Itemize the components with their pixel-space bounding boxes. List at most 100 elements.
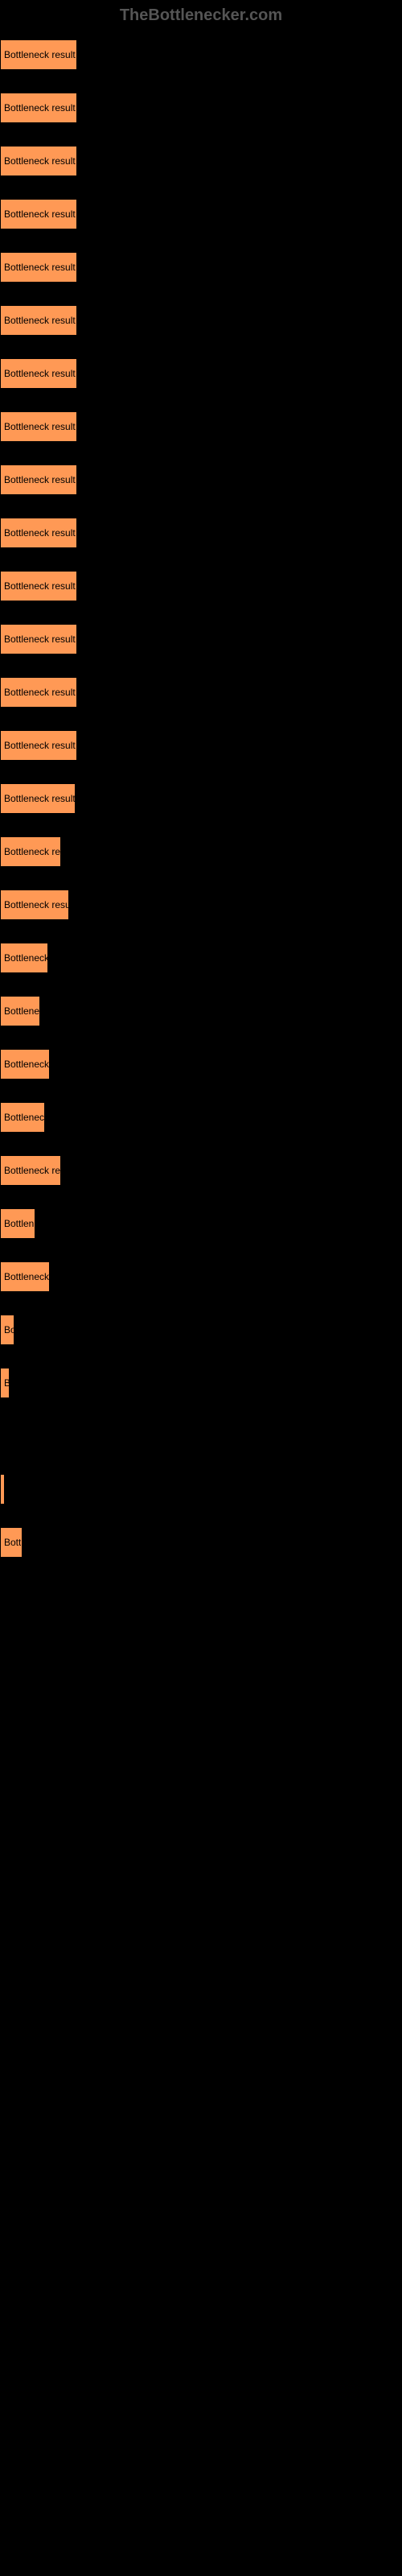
bar-label: Bottlene [4, 1005, 39, 1017]
bar-label: Bottleneck result [4, 421, 76, 432]
bar-row: Bottleneck result [0, 730, 402, 761]
bar-label: Bottleneck [4, 1059, 49, 1070]
bar-label: Bottleneck result [4, 474, 76, 485]
bar-row [0, 2005, 402, 2036]
bar-row [0, 1474, 402, 1505]
bar: Bottleneck re [0, 836, 61, 867]
bar: Bottleneck resu [0, 890, 69, 920]
bar: Bottleneck result [0, 146, 77, 176]
bar-label: Bottleneck result [4, 208, 76, 220]
bar: Bottleneck result [0, 358, 77, 389]
bar-row [0, 2377, 402, 2408]
bar-label: Bottleneck result [4, 740, 76, 751]
bar-label: Bottleneck result [4, 49, 76, 60]
bar-row: Bott [0, 1527, 402, 1558]
bar-row: Bottleneck result [0, 624, 402, 654]
bar-row [0, 2271, 402, 2301]
bar-row: Bottleneck result [0, 411, 402, 442]
bar: Bottlenec [0, 1102, 45, 1133]
bar-row [0, 2483, 402, 2514]
bar-row: Bottleneck result [0, 252, 402, 283]
bar: Bottleneck result [0, 783, 76, 814]
bar-row: Bottleneck result [0, 199, 402, 229]
bar: Bottleneck result [0, 571, 77, 601]
bar-row [0, 1633, 402, 1664]
bar-label: Bottleneck result [4, 527, 76, 539]
bar-label: Bottleneck result [4, 634, 76, 645]
bar-row: Bottlen [0, 1208, 402, 1239]
bar-row [0, 1793, 402, 1823]
bar-label: Bottleneck [4, 1271, 49, 1282]
bar-row [0, 1421, 402, 1451]
bar-row [0, 1740, 402, 1770]
bar: Bottleneck result [0, 199, 77, 229]
bar-row: Bottleneck result [0, 677, 402, 708]
bar-label: Bottleneck result [4, 155, 76, 167]
bar-row: Bottlene [0, 996, 402, 1026]
bar: Bottleneck re [0, 1155, 61, 1186]
bar-row: Bottleneck resu [0, 890, 402, 920]
bar-row: Bottleneck result [0, 783, 402, 814]
bar: Bottleneck result [0, 305, 77, 336]
bar-label: Bottleneck re [4, 1165, 60, 1176]
bar-label: Bottleneck result [4, 102, 76, 114]
bar-label: Bottleneck result [4, 315, 76, 326]
bar-row: Bottleneck result [0, 93, 402, 123]
bar: Bottleneck result [0, 677, 77, 708]
bar-row [0, 2324, 402, 2355]
bar-row: Bottleneck [0, 943, 402, 973]
bar-row [0, 2058, 402, 2089]
bar: Bottleneck [0, 1261, 50, 1292]
bar: B [0, 1368, 10, 1398]
bar-row [0, 2218, 402, 2248]
bar-row [0, 1580, 402, 1611]
bar-row [0, 2112, 402, 2142]
bar-row: Bottleneck re [0, 836, 402, 867]
bar: Bottlen [0, 1208, 35, 1239]
bar-row: Bottleneck [0, 1049, 402, 1080]
bar-row: Bottleneck result [0, 305, 402, 336]
bar-label: Bottleneck result [4, 368, 76, 379]
header: TheBottlenecker.com [0, 0, 402, 31]
bar-row: Bottleneck result [0, 39, 402, 70]
bar-label: Bottlen [4, 1218, 34, 1229]
bar-label: Bottleneck [4, 952, 47, 964]
bar-row [0, 1899, 402, 1930]
bar-row [0, 2430, 402, 2461]
bar: Bottleneck result [0, 93, 77, 123]
bar-label: Bottleneck result [4, 687, 76, 698]
bar-row: Bottleneck result [0, 518, 402, 548]
bar: Bottleneck result [0, 730, 77, 761]
bar: Bottleneck result [0, 518, 77, 548]
bar-row [0, 1686, 402, 1717]
bar: Bottleneck [0, 1049, 50, 1080]
bar: Bottlene [0, 996, 40, 1026]
header-title: TheBottlenecker.com [120, 6, 282, 24]
bar-label: Bottlenec [4, 1112, 44, 1123]
bar [0, 1474, 5, 1505]
bar-row [0, 1952, 402, 1983]
bar-row: Bo [0, 1315, 402, 1345]
bar-row: B [0, 1368, 402, 1398]
bar: Bottleneck result [0, 464, 77, 495]
bar-label: Bottleneck result [4, 262, 76, 273]
bar-row [0, 1846, 402, 1876]
bar-row: Bottleneck result [0, 571, 402, 601]
bar-row: Bottlenec [0, 1102, 402, 1133]
bar-label: Bo [4, 1324, 14, 1335]
chart-container: Bottleneck result Bottleneck result Bottle… [0, 31, 402, 2545]
bar-row [0, 2165, 402, 2195]
bar-label: Bottleneck re [4, 846, 60, 857]
bar-row: Bottleneck result [0, 358, 402, 389]
bar: Bottleneck result [0, 624, 77, 654]
bar-label: Bottleneck result [4, 580, 76, 592]
bar: Bottleneck [0, 943, 48, 973]
bar-row: Bottleneck re [0, 1155, 402, 1186]
bar: Bottleneck result [0, 252, 77, 283]
bar-label: B [4, 1377, 9, 1389]
bar-row: Bottleneck result [0, 146, 402, 176]
bar-row: Bottleneck result [0, 464, 402, 495]
bar: Bottleneck result [0, 411, 77, 442]
bar: Bottleneck result [0, 39, 77, 70]
bar: Bott [0, 1527, 23, 1558]
